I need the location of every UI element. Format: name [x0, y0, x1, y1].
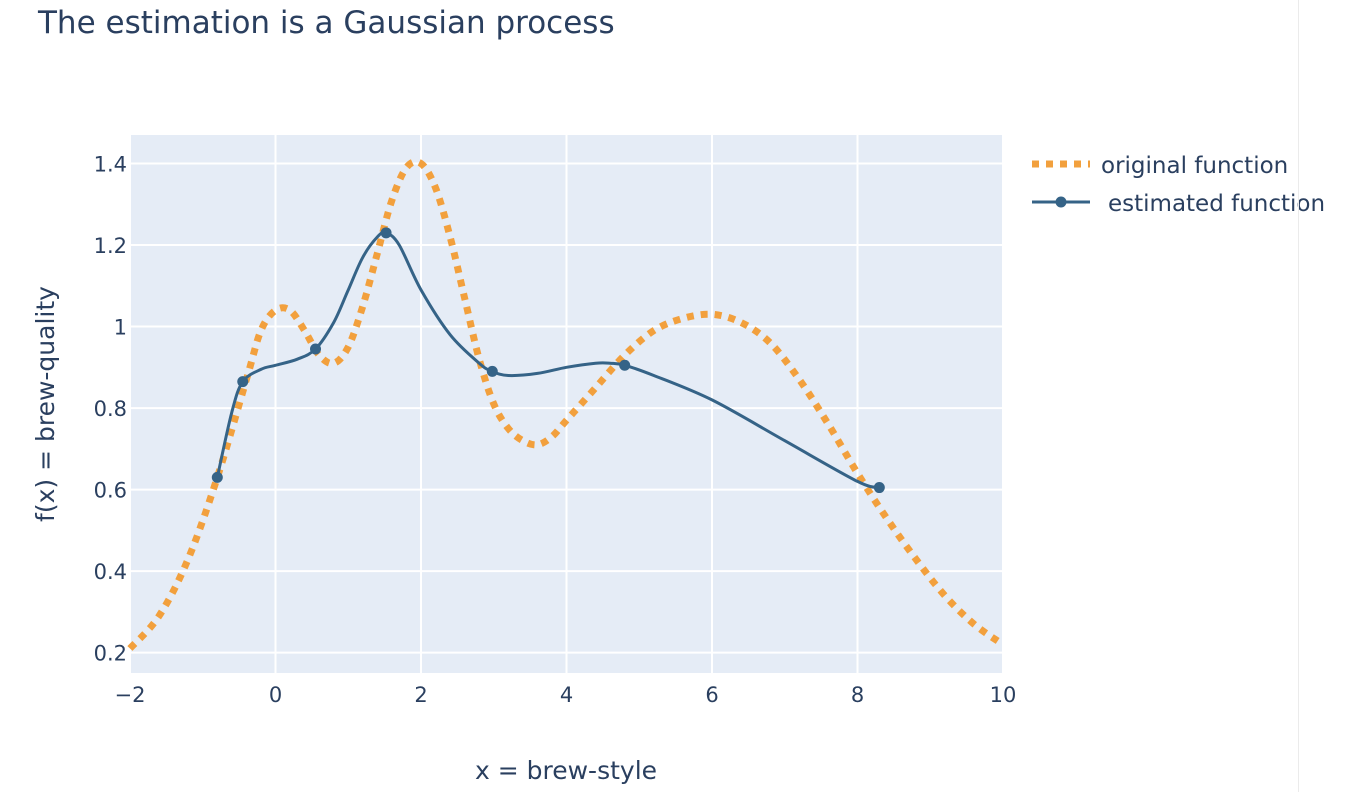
legend-marker-estimated-function	[1055, 196, 1067, 208]
x-axis-label: x = brew-style	[475, 756, 657, 785]
x-tick-label: 0	[269, 683, 282, 707]
y-tick-label: 0.8	[94, 397, 127, 421]
legend-label-original-function: original function	[1101, 153, 1288, 179]
y-tick-label: 0.2	[94, 642, 127, 666]
estimated-function-marker	[873, 482, 885, 494]
x-tick-label: 2	[414, 683, 427, 707]
estimated-function-markers	[211, 227, 885, 494]
y-axis-label: f(x) = brew-quality	[31, 286, 60, 522]
y-tick-label: 1.4	[94, 153, 127, 177]
x-tick-label: 8	[851, 683, 864, 707]
x-tick-label: −2	[115, 683, 146, 707]
x-axis-ticks: −2 0 2 4 6 8 10	[115, 683, 1017, 707]
series-line-estimated-function	[215, 230, 880, 490]
y-axis-ticks: 0.2 0.4 0.6 0.8 1 1.2 1.4	[94, 153, 127, 666]
y-tick-label: 1.2	[94, 234, 127, 258]
estimated-function-marker	[310, 343, 322, 355]
legend-label-estimated-function: estimated function	[1108, 191, 1325, 217]
estimated-function-marker	[380, 227, 392, 239]
estimated-function-marker	[486, 365, 498, 377]
estimated-function-marker	[619, 359, 631, 371]
page-divider	[1298, 0, 1299, 792]
y-tick-label: 0.6	[94, 479, 127, 503]
grid-lines	[129, 135, 1004, 673]
estimated-function-marker	[211, 471, 223, 483]
y-tick-label: 0.4	[94, 560, 127, 584]
x-tick-label: 4	[560, 683, 573, 707]
chart-title: The estimation is a Gaussian process	[37, 5, 615, 41]
x-tick-label: 10	[990, 683, 1017, 707]
y-tick-label: 1	[114, 316, 127, 340]
x-tick-label: 6	[705, 683, 718, 707]
legend: original function estimated function	[1032, 153, 1325, 217]
estimated-function-marker	[237, 376, 249, 388]
